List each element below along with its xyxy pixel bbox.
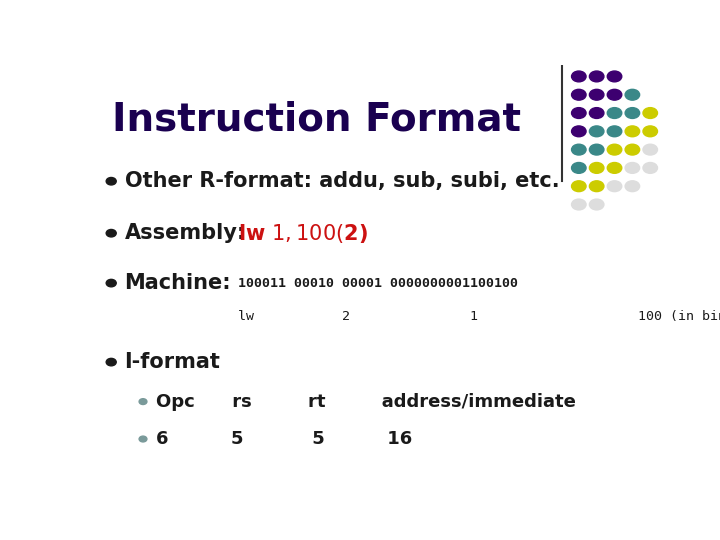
- Text: lw           2               1                    100 (in binary): lw 2 1 100 (in binary): [238, 310, 720, 323]
- Text: Machine:: Machine:: [125, 273, 231, 293]
- Circle shape: [572, 107, 586, 118]
- Circle shape: [625, 126, 639, 137]
- Circle shape: [139, 399, 147, 404]
- Text: Other R-format: addu, sub, subi, etc.: Other R-format: addu, sub, subi, etc.: [125, 171, 559, 191]
- Circle shape: [643, 126, 657, 137]
- Text: 100011 00010 00001 0000000001100100: 100011 00010 00001 0000000001100100: [238, 276, 518, 289]
- Circle shape: [625, 144, 639, 155]
- Circle shape: [106, 359, 116, 366]
- Circle shape: [643, 107, 657, 118]
- Circle shape: [590, 107, 604, 118]
- Circle shape: [106, 230, 116, 237]
- Circle shape: [590, 181, 604, 192]
- Circle shape: [590, 163, 604, 173]
- Circle shape: [106, 279, 116, 287]
- Circle shape: [607, 107, 622, 118]
- Circle shape: [607, 71, 622, 82]
- Circle shape: [572, 144, 586, 155]
- Text: 6          5           5          16: 6 5 5 16: [156, 430, 412, 448]
- Circle shape: [572, 181, 586, 192]
- Circle shape: [590, 71, 604, 82]
- Circle shape: [572, 89, 586, 100]
- Circle shape: [643, 163, 657, 173]
- Circle shape: [590, 199, 604, 210]
- Circle shape: [643, 144, 657, 155]
- Circle shape: [607, 89, 622, 100]
- Text: lw $1, 100($2): lw $1, 100($2): [238, 222, 368, 245]
- Circle shape: [572, 126, 586, 137]
- Text: I-format: I-format: [125, 352, 220, 372]
- Circle shape: [572, 163, 586, 173]
- Circle shape: [625, 107, 639, 118]
- Circle shape: [625, 163, 639, 173]
- Circle shape: [139, 436, 147, 442]
- Circle shape: [607, 163, 622, 173]
- Circle shape: [607, 144, 622, 155]
- Circle shape: [572, 199, 586, 210]
- Text: Opc      rs         rt         address/immediate: Opc rs rt address/immediate: [156, 393, 576, 410]
- Circle shape: [607, 181, 622, 192]
- Circle shape: [572, 71, 586, 82]
- Circle shape: [607, 126, 622, 137]
- Text: Instruction Format: Instruction Format: [112, 100, 521, 138]
- Text: Assembly:: Assembly:: [125, 223, 246, 243]
- Circle shape: [625, 89, 639, 100]
- Circle shape: [590, 89, 604, 100]
- Circle shape: [106, 178, 116, 185]
- Circle shape: [625, 181, 639, 192]
- Circle shape: [590, 126, 604, 137]
- Circle shape: [590, 144, 604, 155]
